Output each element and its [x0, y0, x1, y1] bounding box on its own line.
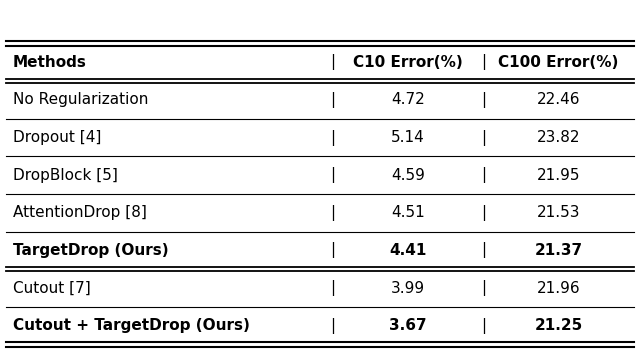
Text: 23.82: 23.82 [537, 130, 580, 145]
Text: |: | [481, 318, 486, 334]
Text: 22.46: 22.46 [537, 93, 580, 107]
Text: 4.41: 4.41 [389, 243, 427, 258]
Text: |: | [330, 167, 335, 183]
Text: 3.99: 3.99 [391, 281, 425, 295]
Text: |: | [330, 130, 335, 146]
Text: |: | [481, 205, 486, 221]
Text: C100 Error(%): C100 Error(%) [498, 55, 619, 70]
Text: 21.95: 21.95 [537, 168, 580, 183]
Text: AttentionDrop [8]: AttentionDrop [8] [13, 205, 147, 220]
Text: |: | [330, 205, 335, 221]
Text: 4.51: 4.51 [391, 205, 425, 220]
Text: |: | [481, 54, 486, 70]
Text: |: | [481, 242, 486, 258]
Text: 21.25: 21.25 [534, 318, 582, 333]
Text: TargetDrop (Ours): TargetDrop (Ours) [13, 243, 168, 258]
Text: DropBlock [5]: DropBlock [5] [13, 168, 118, 183]
Text: Cutout + TargetDrop (Ours): Cutout + TargetDrop (Ours) [13, 318, 250, 333]
Text: |: | [481, 167, 486, 183]
Text: |: | [330, 318, 335, 334]
Text: |: | [330, 280, 335, 296]
Text: 21.96: 21.96 [536, 281, 580, 295]
Text: Methods: Methods [13, 55, 86, 70]
Text: |: | [481, 92, 486, 108]
Text: |: | [481, 130, 486, 146]
Text: C10 Error(%): C10 Error(%) [353, 55, 463, 70]
Text: Dropout [4]: Dropout [4] [13, 130, 101, 145]
Text: |: | [481, 280, 486, 296]
Text: |: | [330, 92, 335, 108]
Text: |: | [330, 242, 335, 258]
Text: Cutout [7]: Cutout [7] [13, 281, 90, 295]
Text: 4.59: 4.59 [391, 168, 425, 183]
Text: 3.67: 3.67 [389, 318, 427, 333]
Text: 5.14: 5.14 [391, 130, 425, 145]
Text: |: | [330, 54, 335, 70]
Text: 4.72: 4.72 [391, 93, 425, 107]
Text: 21.37: 21.37 [534, 243, 582, 258]
Text: No Regularization: No Regularization [13, 93, 148, 107]
Text: 21.53: 21.53 [537, 205, 580, 220]
